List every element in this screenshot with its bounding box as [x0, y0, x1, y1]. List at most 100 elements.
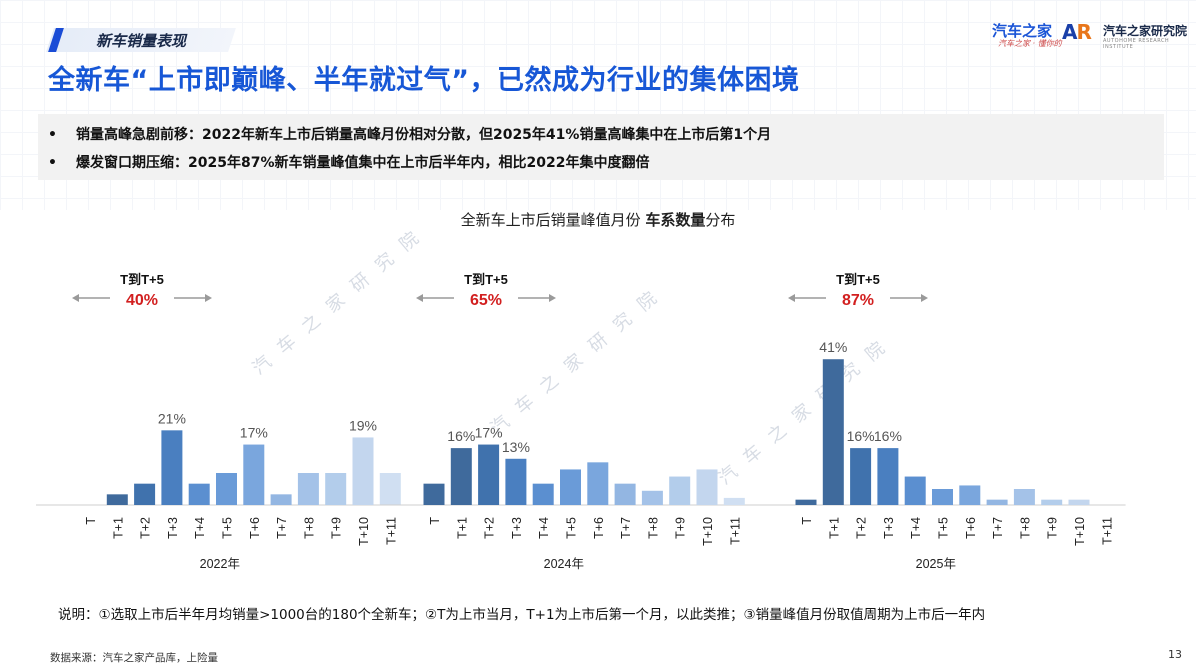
research-institute-english: AUTOHOME RESEARCH INSTITUTE [1103, 38, 1170, 50]
bullet-marker: • [48, 127, 57, 143]
x-tick-label: T+7 [619, 517, 633, 539]
bar-2024年-T+2 [478, 444, 500, 505]
x-tick-label: T+5 [565, 517, 579, 539]
window-percentage: 87% [842, 292, 874, 309]
bar-2024年-T+9 [669, 476, 691, 505]
bar-2022年-T+5 [216, 473, 237, 505]
x-tick-label: T+7 [991, 517, 1005, 539]
x-tick-label: T+2 [855, 517, 869, 539]
chart-footnote: 说明：①选取上市后半年月均销量>1000台的180个全新车；②T为上市当月，T+… [58, 607, 986, 623]
x-tick-label: T+9 [674, 517, 688, 539]
x-tick-label: T+4 [193, 517, 207, 539]
x-tick-label: T+11 [1100, 517, 1114, 545]
bar-2025年-T+10 [1068, 499, 1090, 505]
window-percentage: 40% [126, 292, 158, 309]
bullet-marker: • [48, 155, 57, 171]
x-tick-label: T+8 [302, 517, 316, 539]
bar-2022年-T+2 [134, 483, 156, 505]
x-tick-label: T+4 [537, 517, 551, 539]
bar-2025年-T+9 [1041, 499, 1063, 505]
bar-2024年-T+11 [723, 497, 745, 505]
x-tick-label: T+10 [1073, 517, 1087, 546]
bar-2024年-T+5 [560, 469, 581, 505]
bar-2022年-T+6 [243, 444, 265, 505]
x-tick-label: T+11 [728, 517, 742, 545]
x-tick-label: T+9 [330, 517, 344, 539]
x-tick-label: T+1 [827, 517, 841, 539]
data-label: 19% [349, 417, 377, 433]
key-finding-1: • 销量高峰急剧前移：2022年新车上市后销量高峰月份相对分散，但2025年41%… [48, 127, 772, 143]
data-label: 16% [847, 428, 875, 444]
bar-2025年-T [795, 499, 817, 505]
bar-2025年-T+4 [904, 476, 926, 505]
key-finding-2: • 爆发窗口期压缩：2025年87%新车销量峰值集中在上市后半年内，相比2022年… [48, 155, 650, 171]
bar-2022年-T+1 [106, 494, 128, 505]
data-label: 16% [874, 428, 902, 444]
x-tick-label: T [428, 517, 442, 525]
x-tick-label: T+4 [909, 517, 923, 539]
page-title: 全新车“上市即巅峰、半年就过气”，已然成为行业的集体困境 [48, 65, 800, 96]
x-tick-label: T+10 [357, 517, 371, 546]
window-percentage: 65% [470, 292, 502, 309]
bar-2022年-T+3 [161, 430, 183, 505]
window-label: T到T+5 [836, 272, 880, 287]
x-tick-label: T+6 [964, 517, 978, 539]
x-tick-label: T+5 [221, 517, 235, 539]
bar-2025年-T+6 [959, 485, 981, 505]
x-tick-label: T+6 [248, 517, 262, 539]
arrow-head-right-icon [921, 294, 928, 302]
bar-2022年-T+8 [297, 473, 319, 505]
chart-title: 全新车上市后销量峰值月份 车系数量分布 [460, 211, 736, 229]
data-label: 21% [158, 410, 186, 426]
x-tick-label: T+9 [1046, 517, 1060, 539]
x-tick-label: T+5 [937, 517, 951, 539]
bar-2025年-T+7 [986, 499, 1008, 505]
x-tick-label: T+6 [592, 517, 606, 539]
x-tick-label: T+3 [510, 517, 524, 539]
bar-2025年-T+5 [932, 489, 953, 505]
bar-2024年-T+8 [641, 490, 663, 505]
arrow-head-left-icon [416, 294, 423, 302]
peak-month-bar-chart: T T+1 T+2 21% T+3 T+4 T+5 17% T+6 T+7 T+8 T+9 19% T+1… [36, 272, 1126, 571]
bar-2024年-T [423, 483, 445, 505]
x-tick-label: T+8 [1018, 517, 1032, 539]
x-tick-label: T+2 [483, 517, 497, 539]
x-tick-label: T+2 [139, 517, 153, 539]
data-label: 41% [819, 339, 847, 355]
group-label: 2025年 [916, 557, 956, 571]
x-tick-label: T+3 [882, 517, 896, 539]
x-tick-label: T+1 [455, 517, 469, 539]
data-label: 13% [502, 439, 530, 455]
section-label: 新车销量表现 [96, 32, 187, 50]
x-tick-label: T+10 [701, 517, 715, 546]
autohome-slogan: 汽车之家 · 懂你的 [998, 39, 1062, 48]
bar-2024年-T+6 [587, 462, 609, 505]
arrow-head-left-icon [72, 294, 79, 302]
bar-2025年-T+2 [850, 448, 872, 505]
group-label: 2024年 [544, 557, 584, 571]
window-label: T到T+5 [464, 272, 508, 287]
data-label: 17% [475, 425, 503, 441]
bar-2024年-T+1 [450, 448, 472, 505]
x-tick-label: T+8 [646, 517, 660, 539]
x-tick-label: T [84, 517, 98, 525]
x-tick-label: T+7 [275, 517, 289, 539]
arrow-head-right-icon [205, 294, 212, 302]
bar-2025年-T+1 [822, 359, 844, 505]
data-label: 17% [240, 425, 268, 441]
x-tick-label: T+3 [166, 517, 180, 539]
group-label: 2022年 [200, 557, 240, 571]
bar-2022年-T+9 [325, 473, 347, 505]
x-tick-label: T [800, 517, 814, 525]
key-findings-box [38, 114, 1164, 180]
bar-2022年-T+10 [352, 437, 374, 505]
page-number: 13 [1168, 648, 1182, 661]
data-source: 数据来源：汽车之家产品库，上险量 [50, 652, 218, 664]
bar-2025年-T+8 [1013, 489, 1035, 505]
bar-2025年-T+3 [877, 448, 899, 505]
bar-2024年-T+10 [696, 469, 718, 505]
research-institute-name: 汽车之家研究院 [1103, 24, 1188, 38]
research-institute-logo-icon: AR [1062, 20, 1092, 44]
bar-2024年-T+4 [532, 483, 554, 505]
x-tick-label: T+1 [111, 517, 125, 539]
